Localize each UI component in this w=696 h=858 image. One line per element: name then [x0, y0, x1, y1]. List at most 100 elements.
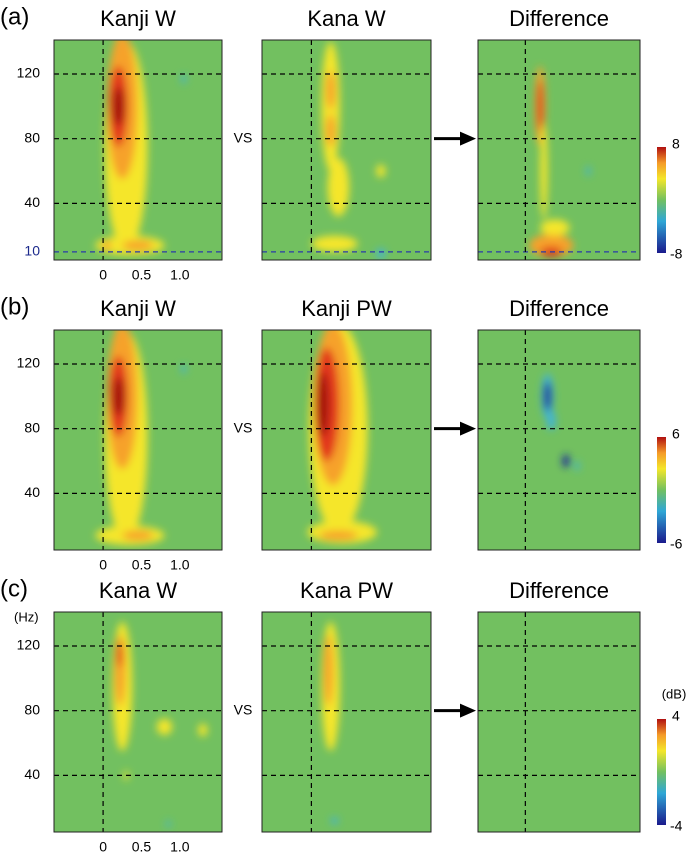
colorbar [657, 147, 666, 253]
y-tick-label: 120 [17, 355, 41, 371]
colorbar-min: -4 [670, 818, 683, 834]
blob [543, 381, 552, 411]
panel: Kanji PW [261, 296, 432, 551]
panel-title: Kanji PW [301, 296, 392, 321]
panel-title: Difference [509, 296, 609, 321]
y-tick-label: 80 [24, 129, 40, 145]
colorbar-max: 4 [672, 708, 680, 724]
y-tick-label: 10 [24, 243, 40, 259]
y-tick-label: 40 [24, 766, 40, 782]
colorbar-min: -8 [670, 246, 683, 262]
blob [156, 718, 173, 735]
panel-title: Kana PW [300, 578, 393, 603]
panel-title: Difference [509, 6, 609, 31]
blob [103, 240, 111, 251]
colorbar [657, 437, 666, 543]
colorbar-min: -6 [670, 536, 683, 552]
blob [116, 641, 124, 667]
arrow-head [460, 421, 476, 436]
x-tick-label: 1.0 [170, 557, 190, 573]
y-tick-label: 80 [24, 419, 40, 435]
panel-frame [477, 39, 641, 261]
panel: Kana PW [261, 578, 432, 833]
panel-frame [261, 611, 432, 833]
x-tick-label: 0.5 [132, 839, 152, 853]
y-tick-label: 80 [24, 701, 40, 717]
panel-title: Kana W [99, 578, 177, 603]
blob [323, 634, 333, 706]
panel-title: Kana W [307, 6, 385, 31]
panel: Kanji W 10 40 80 120 0 0.5 1.0 [17, 6, 223, 283]
arrow-head [460, 703, 476, 718]
x-tick-label: 0.5 [132, 557, 152, 573]
panel: Difference [477, 578, 641, 833]
x-tick-label: 0 [99, 557, 107, 573]
x-tick-label: 1.0 [170, 839, 190, 853]
panel: Kana W 40 80 120 0 0.5 1.0 [17, 578, 223, 855]
blobs [95, 330, 186, 546]
blob [537, 80, 544, 133]
blobs [529, 65, 591, 257]
blob [311, 235, 358, 252]
x-tick-label: 0 [99, 839, 107, 853]
panel-bg [262, 612, 431, 832]
blob [316, 372, 330, 437]
panel-frame [261, 39, 432, 261]
panel-bg [478, 612, 640, 832]
blob [327, 158, 350, 217]
blob [181, 73, 186, 84]
panel-title: Difference [509, 578, 609, 603]
panel-bg [478, 330, 640, 550]
blob [540, 122, 548, 220]
blob [166, 820, 171, 828]
y-tick-label: 120 [17, 65, 41, 81]
panel-frame [53, 329, 223, 551]
y-tick-label: 40 [24, 484, 40, 500]
panel: Kanji W 40 80 120 0 0.5 1.0 [17, 296, 223, 573]
y-unit: (Hz) [14, 609, 39, 624]
blob [330, 817, 339, 824]
blobs [95, 40, 186, 256]
panel: Kana W [261, 6, 432, 261]
row-label: (c) [0, 575, 28, 602]
blob [529, 234, 574, 257]
vs-label: VS [234, 419, 253, 435]
blobs [307, 330, 377, 544]
panel-frame [477, 329, 641, 551]
panel: Difference [477, 296, 641, 551]
blob [198, 723, 208, 737]
blob [326, 70, 336, 110]
blob [112, 376, 125, 416]
vs-label: VS [234, 701, 253, 717]
colorbar-unit: (dB) [662, 686, 687, 701]
panel-frame [53, 611, 223, 833]
blob [546, 410, 556, 431]
panel-frame [53, 39, 223, 261]
blob [540, 219, 570, 236]
panel-bg [262, 40, 431, 260]
panel: Difference [477, 6, 641, 261]
blob [376, 248, 386, 259]
blob [326, 114, 336, 147]
panel-frame [477, 611, 641, 833]
arrow-head [460, 131, 476, 146]
panel-bg [54, 612, 222, 832]
blob [112, 86, 125, 126]
x-tick-label: 1.0 [170, 267, 190, 283]
y-tick-label: 40 [24, 194, 40, 210]
colorbar-max: 6 [672, 426, 680, 442]
row-label: (b) [0, 293, 29, 320]
blob [586, 166, 591, 176]
row-label: (a) [0, 3, 29, 30]
blob [181, 363, 186, 374]
blobs [112, 621, 208, 828]
blobs [541, 373, 580, 471]
x-tick-label: 0.5 [132, 267, 152, 283]
blob [574, 461, 580, 471]
colorbar [657, 719, 666, 825]
x-tick-label: 0 [99, 267, 107, 283]
y-tick-label: 120 [17, 637, 41, 653]
panel-frame [261, 329, 432, 551]
blob [319, 530, 358, 541]
